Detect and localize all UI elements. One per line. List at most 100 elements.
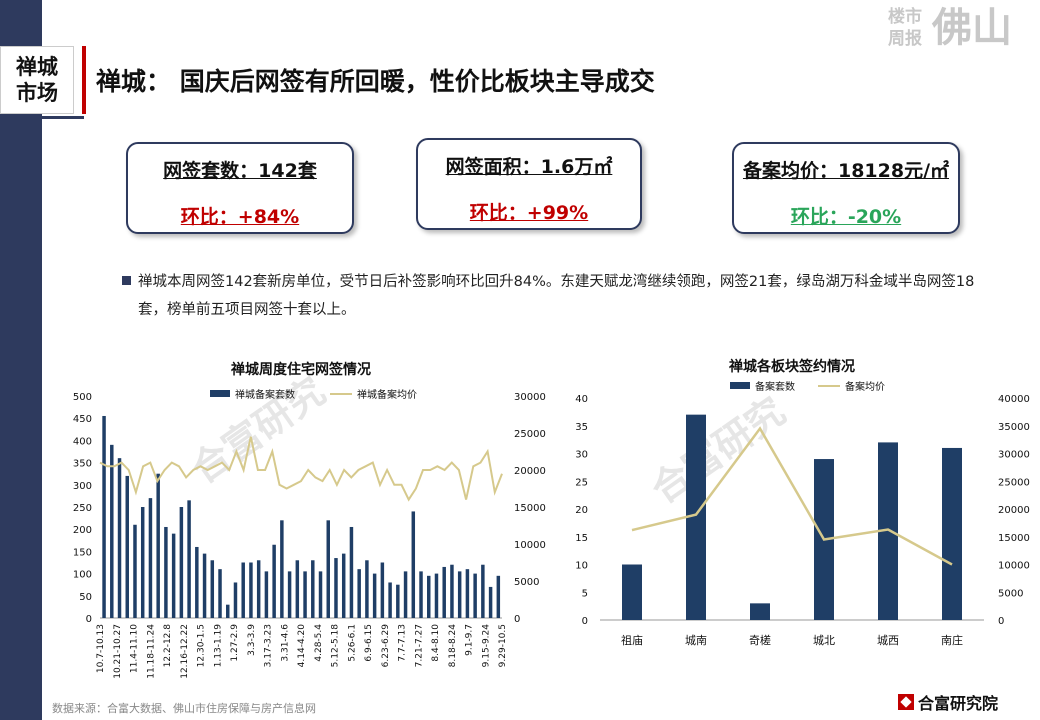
chart1-bar [102, 415, 106, 618]
chart1-x-tick: 9.15-9.24 [481, 624, 491, 668]
chart1-bar [249, 562, 253, 618]
chart1-legend-line-label: 禅城备案均价 [357, 388, 417, 401]
chart1-x-tick: 12.2-12.8 [163, 624, 173, 668]
chart2-y2-tick: 5000 [998, 588, 1023, 599]
chart1-bar [110, 444, 114, 618]
data-source: 数据来源：合富大数据、佛山市住房保障与房产信息网 [52, 702, 316, 715]
brand-small-line1: 楼市 [888, 7, 922, 27]
chart1-bar [295, 560, 300, 618]
kpi-area-change: 环比：+99% [469, 202, 589, 224]
chart1-bar [195, 546, 199, 618]
brand-big: 佛山 [932, 5, 1012, 51]
chart1-bar [133, 524, 137, 618]
chart1-bar [411, 511, 416, 618]
chart2-y2-tick: 35000 [998, 422, 1030, 433]
title-accent-bar [82, 46, 86, 114]
chart1-bar [256, 560, 261, 618]
chart1-bar [187, 500, 191, 618]
page-title: 禅城： 国庆后网签有所回暖，性价比板块主导成交 [96, 67, 655, 96]
chart1-bar [117, 458, 122, 618]
chart1-bar [349, 526, 354, 618]
chart2-x-tick: 南庄 [941, 633, 963, 647]
kpi-card-price: 备案均价：18128元/㎡ 环比：-20% [732, 142, 960, 234]
chart1-bar [481, 564, 485, 618]
chart2-y-tick: 25 [575, 477, 588, 488]
chart1-title: 禅城周度住宅网签情况 [230, 361, 371, 378]
chart1-bar [233, 582, 238, 618]
chart2-y2-tick: 0 [998, 616, 1004, 627]
chart1-y-tick: 350 [73, 459, 92, 470]
section-tag-line2: 市场 [16, 81, 58, 105]
chart1-y2-tick: 20000 [514, 466, 546, 477]
chart1-bar [218, 569, 222, 618]
chart1-y2-tick: 0 [514, 614, 520, 625]
chart1-bar [473, 573, 477, 618]
chart1-bar [396, 584, 400, 618]
chart1-bar [140, 507, 145, 618]
chart1-bar [457, 571, 462, 618]
chart1-legend-bar-label: 禅城备案套数 [235, 388, 295, 401]
chart1-bar [365, 560, 369, 618]
chart1-x-tick: 5.12-5.18 [331, 624, 341, 668]
chart2-bar [878, 442, 898, 620]
chart1-x-tick: 8.18-8.24 [448, 624, 458, 668]
chart1-x-tick: 9.1-9.7 [465, 624, 475, 656]
chart1-legend-bar-swatch [210, 390, 230, 397]
chart2-bar [750, 603, 770, 620]
chart1-x-tick: 8.4-8.10 [431, 624, 441, 662]
chart2-y2-tick: 10000 [998, 561, 1030, 572]
chart1-x-tick: 4.28-5.4 [314, 624, 324, 662]
chart2-x-tick: 祖庙 [621, 633, 643, 647]
chart2-y-tick: 10 [575, 561, 588, 572]
chart2-y2-tick: 20000 [998, 505, 1030, 516]
chart2-y-tick: 15 [575, 533, 588, 544]
chart1-bar [326, 520, 330, 618]
chart1-y2-tick: 5000 [514, 577, 539, 588]
chart1-bar [442, 566, 446, 618]
chart1-bar [419, 571, 423, 618]
kpi-price-label: 备案均价：18128元/㎡ [742, 160, 950, 182]
chart1-bar [388, 582, 392, 618]
chart2-legend-line-label: 备案均价 [845, 380, 885, 393]
chart1-y-tick: 150 [73, 547, 92, 558]
chart1-y-tick: 200 [73, 525, 92, 536]
sidebar [0, 0, 42, 720]
chart2-legend-bar-label: 备案套数 [755, 380, 795, 393]
section-tag: 禅城 市场 [0, 46, 74, 114]
chart1-x-tick: 3.17-3.23 [264, 624, 274, 667]
chart2-y2-tick: 25000 [998, 477, 1030, 488]
chart1-x-tick: 7.7-7.13 [398, 624, 408, 662]
chart1-bar [427, 575, 431, 618]
chart1-x-tick: 6.9-6.15 [364, 624, 374, 662]
chart1-bar [148, 498, 153, 618]
chart1-y-tick: 100 [73, 570, 92, 581]
chart1-bar [403, 571, 408, 618]
chart1-x-tick: 11.18-11.24 [146, 624, 156, 679]
chart1-bar [434, 573, 439, 618]
footer-logo: 合富研究院 [898, 690, 998, 714]
summary-text: 禅城本周网签142套新房单位，受节日后补签影响环比回升84%。东建天赋龙湾继续领… [138, 274, 975, 318]
chart1-bar [311, 560, 315, 618]
chart1-bar [488, 586, 493, 618]
chart2-y2-tick: 15000 [998, 533, 1030, 544]
chart1-y-tick: 500 [73, 392, 92, 403]
chart2-price-line [631, 426, 953, 566]
kpi-card-area: 网签面积：1.6万㎡ 环比：+99% [416, 138, 642, 230]
chart2-title: 禅城各板块签约情况 [728, 358, 855, 375]
chart1-bar [303, 571, 307, 618]
chart2-y-tick: 20 [575, 505, 588, 516]
chart1-x-tick: 3.3-3.9 [247, 624, 257, 656]
chart2-y-tick: 0 [582, 616, 588, 627]
logo-text: 合富研究院 [918, 694, 999, 713]
kpi-price-change: 环比：-20% [790, 206, 902, 228]
chart2-y-tick: 35 [575, 422, 588, 433]
chart2-legend-bar-swatch [730, 382, 750, 389]
chart1-bar [450, 564, 454, 618]
chart1-x-tick: 7.21-7.27 [414, 624, 424, 667]
chart1-y-tick: 400 [73, 436, 92, 447]
chart2-x-tick: 城南 [685, 634, 707, 647]
kpi-units-change: 环比：+84% [180, 206, 300, 228]
chart2-x-tick: 城北 [813, 634, 835, 647]
